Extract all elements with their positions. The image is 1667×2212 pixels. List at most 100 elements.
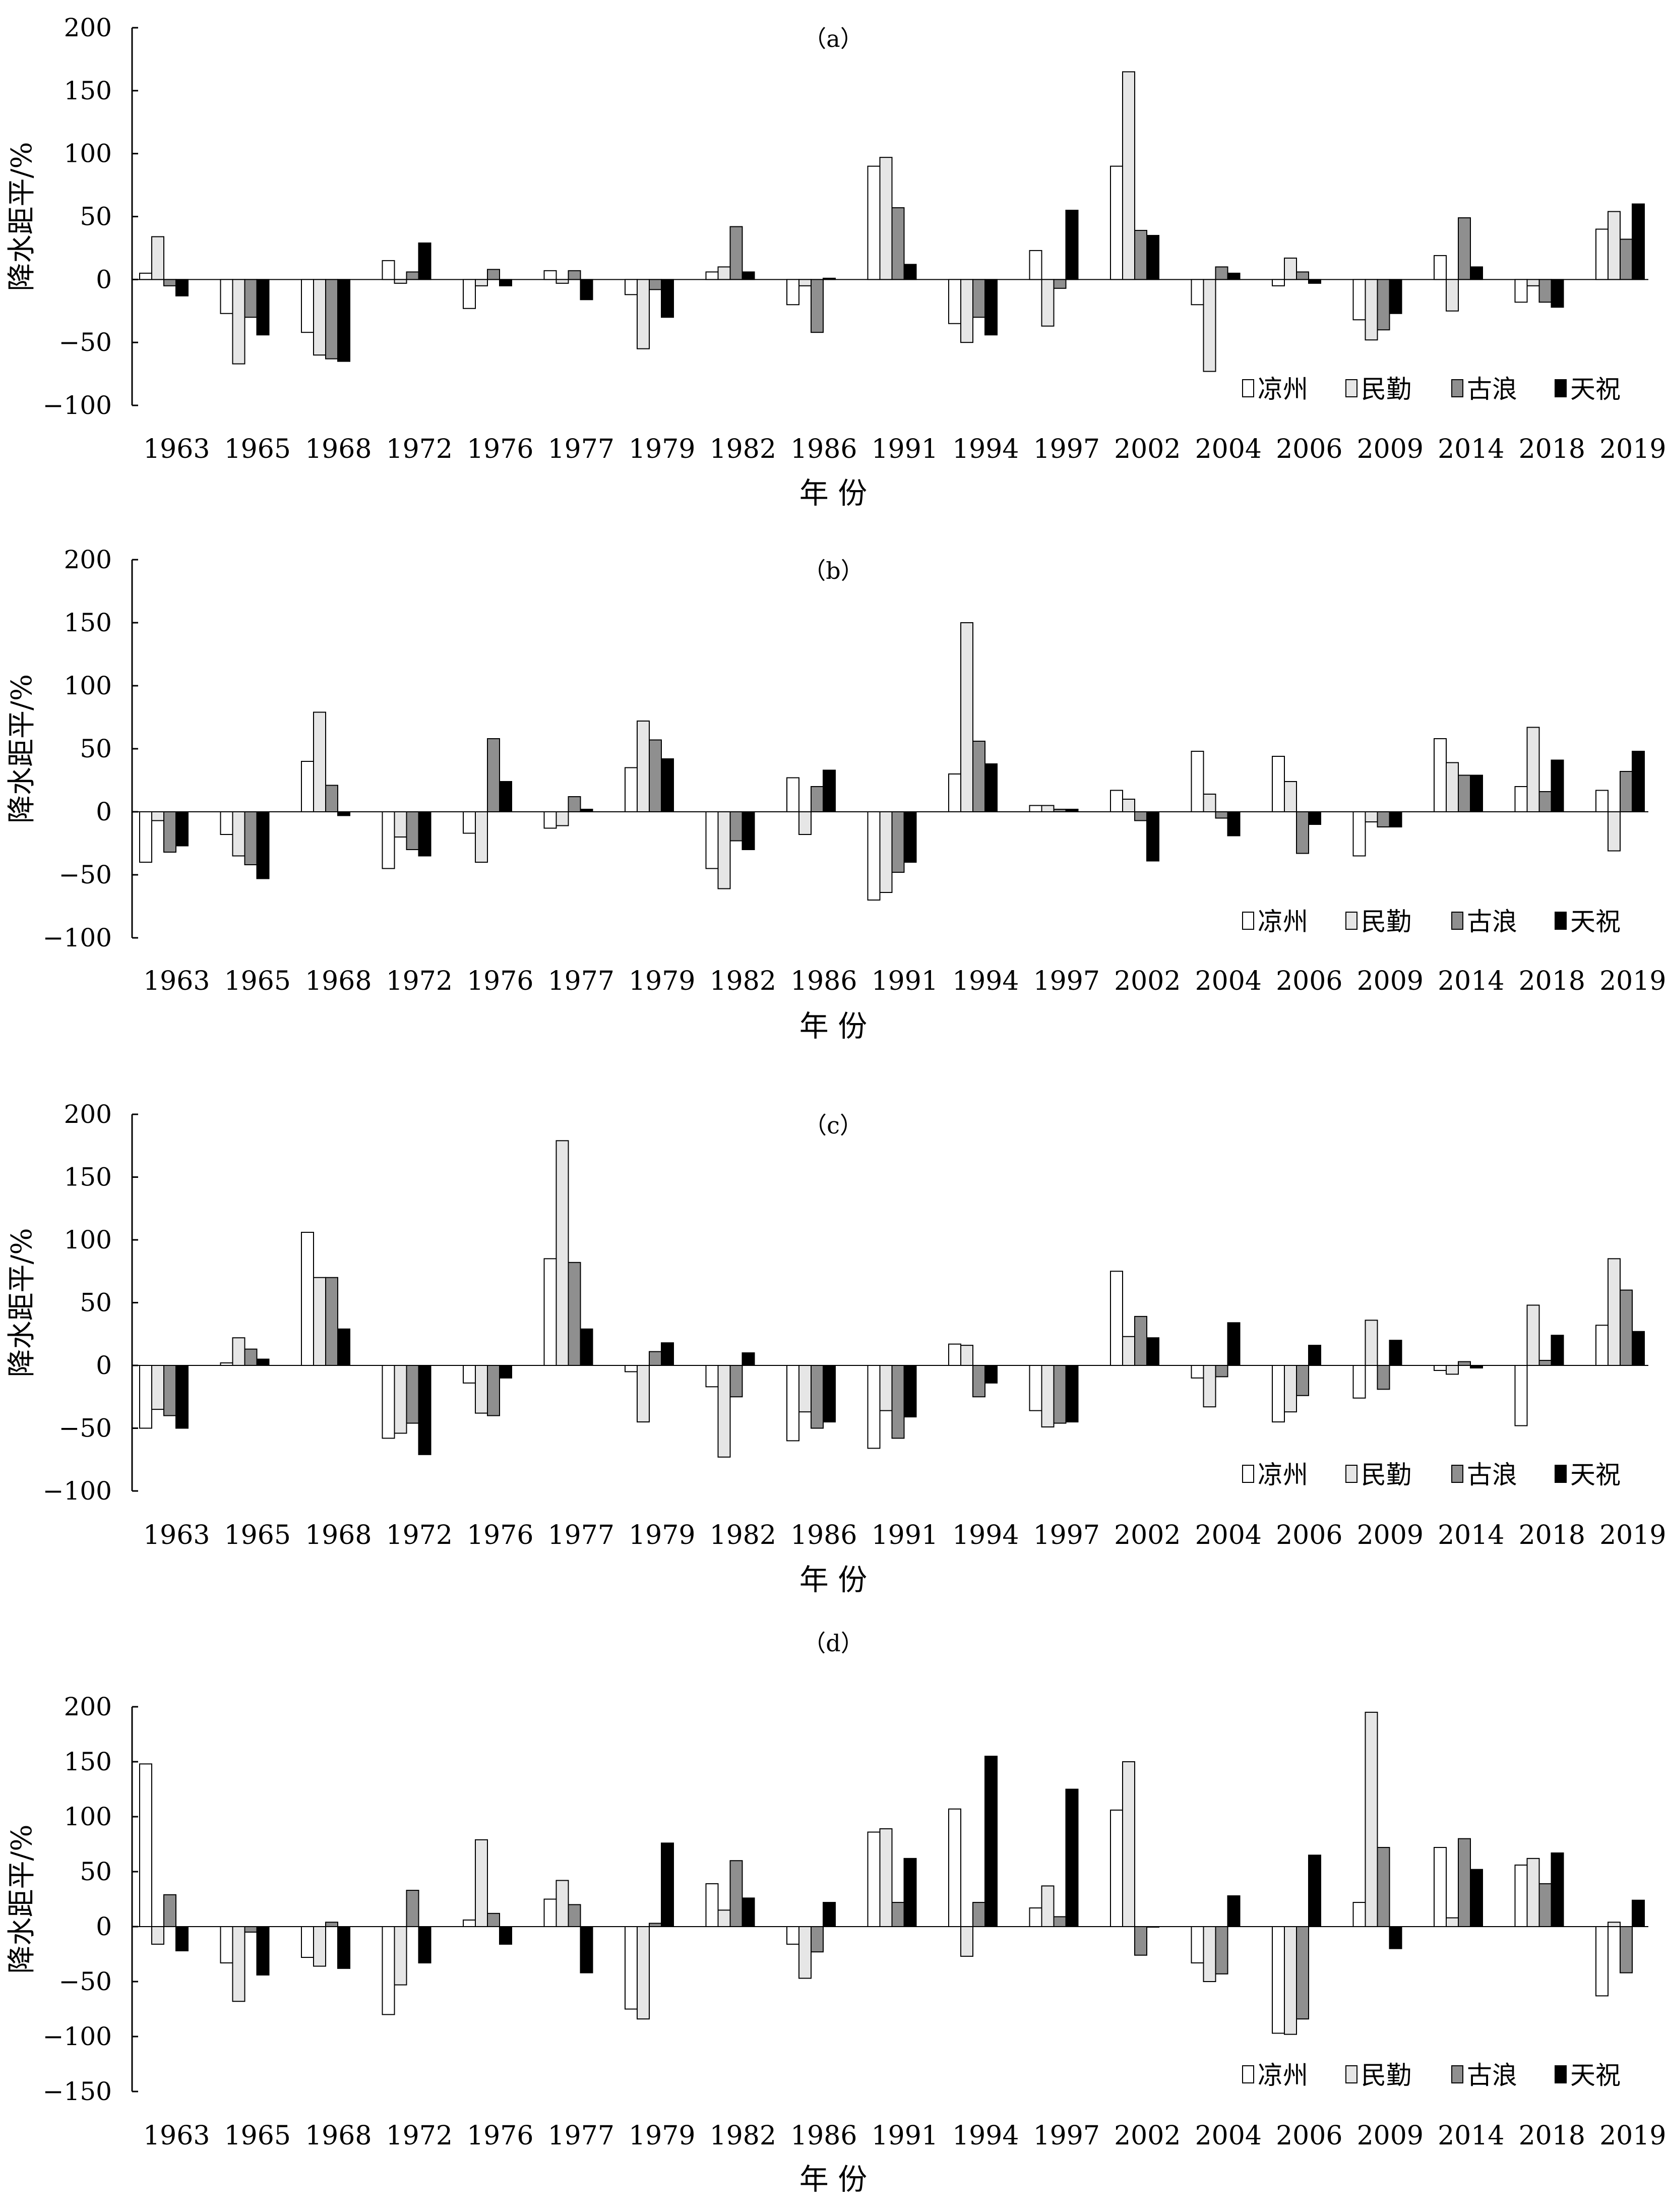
legend-label: 民勤 [1361,1460,1411,1489]
bar-天祝-2014 [1470,266,1483,280]
x-tick-label: 1994 [952,1520,1019,1550]
bar-天祝-1994 [984,1756,998,1928]
bar-古浪-2014 [1458,217,1471,280]
bar-民勤-1972 [394,811,407,838]
bar-天祝-1997 [1065,210,1079,280]
x-tick-label: 2014 [1438,2121,1504,2151]
legend-swatch-凉州 [1242,1465,1254,1483]
bar-古浪-1986 [811,279,824,333]
bar-古浪-1977 [568,796,581,812]
bar-民勤-1994 [960,1926,973,1957]
bar-古浪-1963 [163,279,176,286]
bar-天祝-2009 [1389,1926,1402,1949]
bar-凉州-2018 [1514,786,1528,812]
bar-凉州-1972 [382,1926,395,2015]
bar-民勤-1968 [313,1277,326,1366]
x-tick-label: 2004 [1195,1520,1262,1550]
bar-凉州-2009 [1352,1365,1366,1399]
bar-古浪-1968 [325,785,338,812]
chart-title: （b） [802,557,863,584]
bar-天祝-1991 [903,1365,917,1418]
bar-天祝-1997 [1065,1365,1079,1423]
bar-凉州-1982 [705,811,719,869]
bar-凉州-1982 [705,1365,719,1388]
bar-民勤-1979 [637,279,650,349]
bar-古浪-2006 [1296,271,1309,280]
bar-凉州-1976 [463,1919,476,1927]
x-axis-label: 年 份 [799,1563,867,1597]
bar-古浪-2006 [1296,1365,1309,1396]
bar-天祝-1986 [823,1902,836,1928]
x-tick-label: 1976 [467,1520,533,1550]
legend-label: 古浪 [1467,2061,1517,2090]
x-tick-label: 1979 [629,966,695,996]
y-tick-label: −100 [43,2022,112,2051]
bar-凉州-1979 [625,279,638,295]
x-tick-label: 1977 [548,1520,614,1550]
bar-凉州-1982 [705,1883,719,1927]
bar-古浪-1963 [163,1365,176,1416]
bar-古浪-1968 [325,1277,338,1366]
x-tick-label: 2006 [1276,434,1342,464]
y-tick-label: 100 [64,671,112,700]
bar-古浪-1982 [729,1860,743,1927]
bar-古浪-1991 [891,207,905,280]
bar-天祝-2018 [1551,1335,1564,1366]
bar-凉州-1977 [543,1898,557,1927]
bar-民勤-1997 [1041,1885,1055,1928]
bar-凉州-1972 [382,811,395,869]
bar-凉州-1979 [625,767,638,812]
bar-民勤-2006 [1284,1365,1297,1413]
legend-swatch-天祝 [1555,1465,1567,1483]
y-tick-label: 150 [64,608,112,637]
bar-古浪-1976 [487,1365,500,1416]
legend-label: 天祝 [1570,2061,1621,2090]
bar-凉州-1979 [625,1926,638,2010]
chart-title: （c） [804,1112,863,1139]
bar-古浪-1965 [244,1926,258,1933]
bar-天祝-1972 [418,811,431,857]
bar-天祝-1982 [742,1352,755,1366]
bar-古浪-1976 [487,269,500,280]
chart-title: （d） [802,1630,863,1657]
y-tick-label: −50 [58,328,112,357]
bar-天祝-2019 [1632,751,1645,812]
bar-古浪-2009 [1377,811,1390,827]
bar-古浪-1991 [891,1902,905,1928]
bar-古浪-1982 [729,226,743,280]
bar-天祝-2014 [1470,1365,1483,1368]
bar-古浪-1965 [244,1348,258,1366]
legend-swatch-天祝 [1555,379,1567,397]
bar-天祝-1986 [823,769,836,812]
bar-民勤-2009 [1365,279,1378,341]
bar-古浪-2014 [1458,1361,1471,1366]
bar-凉州-2014 [1434,255,1447,280]
legend-swatch-古浪 [1451,2065,1463,2083]
bar-民勤-1963 [151,1926,164,1945]
bar-天祝-2002 [1146,1337,1159,1366]
bar-凉州-2002 [1110,165,1123,280]
x-tick-label: 2019 [1599,1520,1666,1550]
bar-民勤-2014 [1446,762,1459,812]
bar-民勤-1982 [717,1365,731,1458]
bar-凉州-2018 [1514,279,1528,303]
y-tick-label: −100 [43,391,112,420]
bar-天祝-1977 [580,1328,593,1366]
legend-label: 古浪 [1467,1460,1517,1489]
bar-天祝-1991 [903,1858,917,1928]
x-tick-label: 1963 [143,2121,210,2151]
bar-古浪-1991 [891,811,905,873]
bar-古浪-2002 [1134,229,1147,280]
bar-民勤-1994 [960,279,973,343]
bar-古浪-1994 [972,279,985,318]
bar-凉州-2006 [1272,1365,1285,1423]
x-tick-label: 1994 [952,2121,1019,2151]
x-tick-label: 1965 [224,1520,291,1550]
bar-古浪-2002 [1134,1316,1147,1366]
bar-凉州-1977 [543,1258,557,1366]
y-tick-label: 100 [64,1225,112,1254]
x-tick-label: 1972 [386,2121,453,2151]
bar-凉州-2004 [1191,751,1204,812]
bar-民勤-2009 [1365,1711,1378,1927]
legend-swatch-古浪 [1451,379,1463,397]
